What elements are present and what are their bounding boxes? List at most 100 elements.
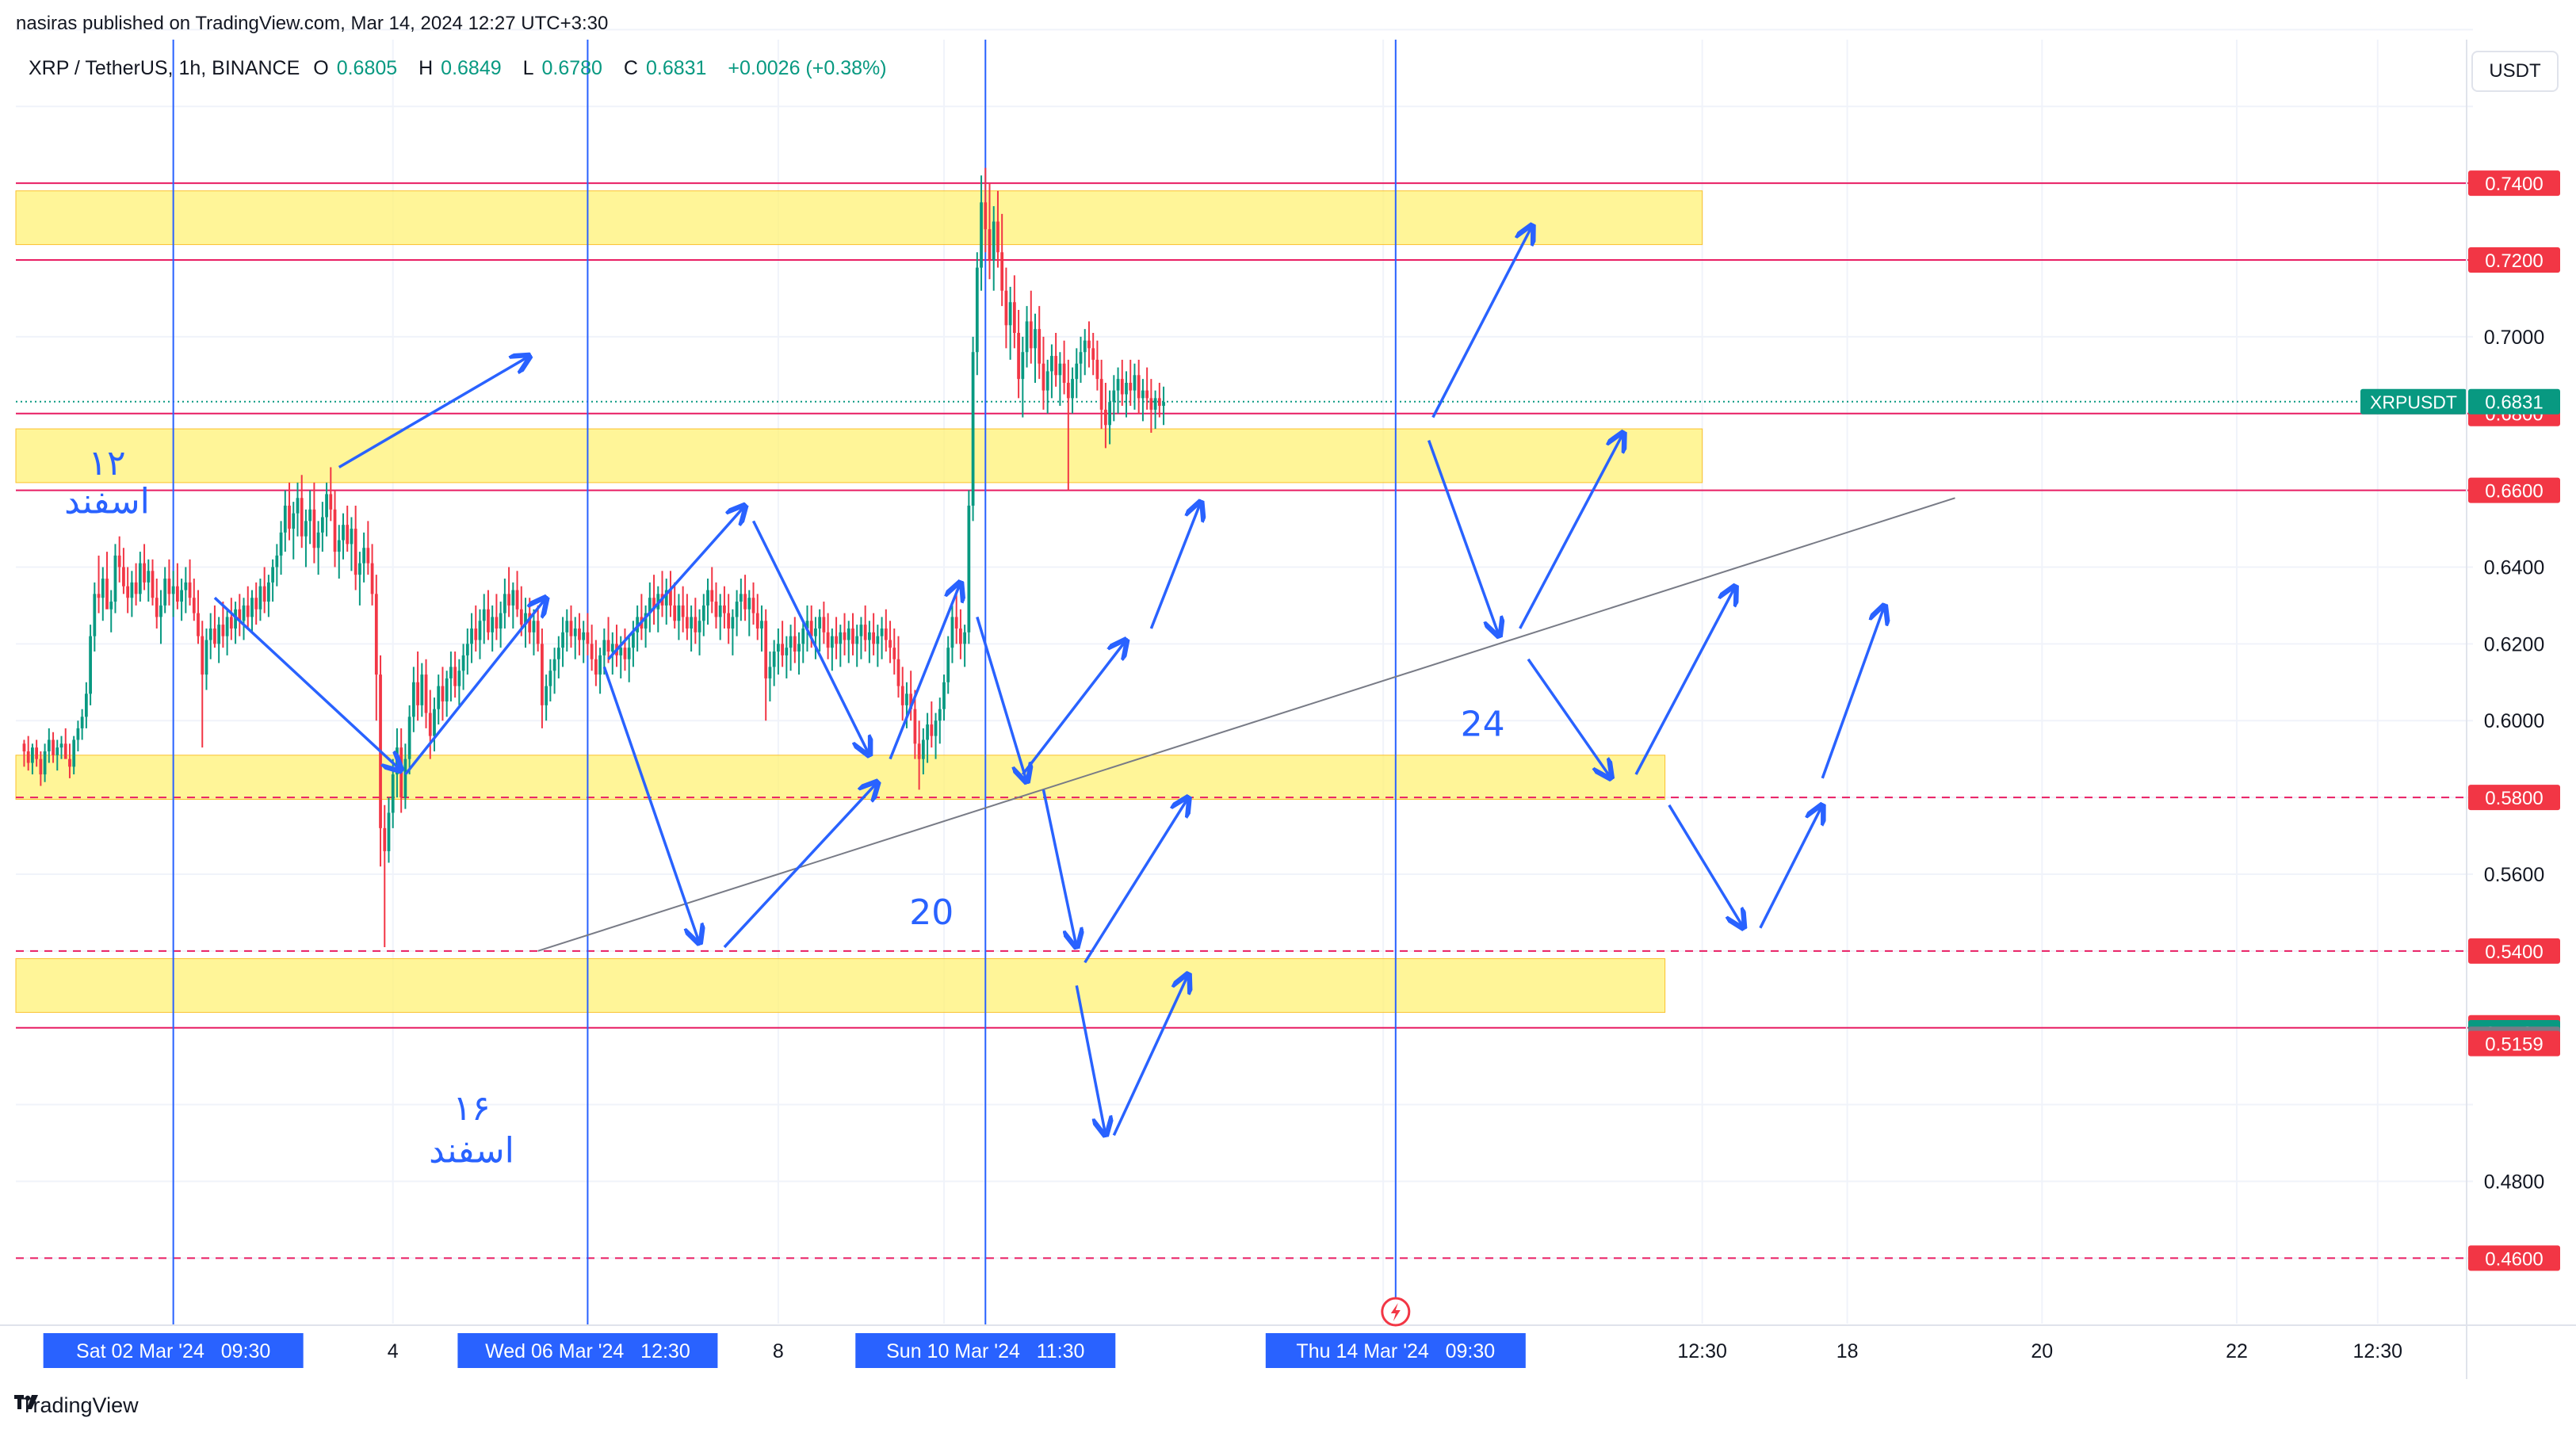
candle [917, 720, 921, 790]
candle-body [1045, 371, 1049, 391]
candle [843, 613, 847, 655]
candle [1017, 309, 1020, 399]
candle [308, 490, 312, 545]
candle-body [830, 636, 834, 648]
candle [175, 563, 179, 610]
candle [300, 475, 304, 548]
candle [101, 567, 105, 621]
candle [407, 705, 411, 775]
candle-body [942, 682, 946, 709]
candle-body [926, 724, 929, 740]
close-value: C 0.6831 [623, 57, 707, 79]
candle [714, 582, 718, 629]
candle [751, 582, 755, 625]
candle [503, 579, 506, 629]
candle-body [582, 632, 586, 640]
candle-body [184, 582, 188, 590]
candle [147, 559, 151, 602]
candle-body [1062, 363, 1066, 383]
candle-body [134, 582, 138, 594]
candle-body [992, 221, 996, 260]
candle [320, 502, 324, 552]
candle [768, 652, 772, 701]
candle [992, 206, 996, 291]
candle-body [1103, 409, 1107, 426]
candle-body [316, 532, 320, 548]
candle-body [859, 625, 863, 636]
candle-body [304, 521, 308, 537]
candle [461, 644, 465, 690]
candle-body [785, 648, 789, 655]
candle [739, 579, 743, 621]
candle-body [213, 628, 216, 644]
candle-body [342, 525, 345, 541]
candle [598, 648, 602, 694]
currency-button[interactable]: USDT [2471, 51, 2559, 92]
candle-body [1129, 382, 1133, 391]
tradingview-logo[interactable]: TradingView [14, 1393, 139, 1418]
candle [1008, 286, 1012, 360]
time-highlight-bg [855, 1333, 1116, 1368]
candle [97, 555, 101, 613]
candle [47, 728, 51, 763]
candle-body [238, 609, 242, 621]
candle-body [217, 625, 221, 644]
candle [822, 602, 826, 644]
candle [457, 659, 461, 705]
candle-body [1157, 398, 1161, 407]
candle-body [930, 724, 934, 736]
candle [89, 625, 92, 705]
candle-body [370, 563, 374, 594]
candle-body [1120, 379, 1124, 395]
candle-body [1034, 329, 1037, 349]
candle-body [673, 605, 677, 621]
candle [772, 640, 776, 686]
candle [701, 594, 705, 636]
symbol-title[interactable]: XRP / TetherUS, 1h, BINANCE [29, 57, 300, 79]
price-label-text: 0.4600 [2485, 1248, 2543, 1270]
candle-body [826, 632, 830, 648]
price-axis-tick: 0.4800 [2484, 1171, 2544, 1193]
candle-body [1153, 398, 1157, 410]
candle [669, 571, 672, 617]
candle [126, 567, 130, 613]
candle-body [52, 739, 55, 755]
candle-body [68, 759, 71, 767]
candle [561, 617, 564, 667]
candle [872, 613, 876, 655]
candle [151, 559, 155, 606]
open-value: O 0.6805 [313, 57, 398, 79]
price-label-bg [2468, 170, 2560, 197]
candle [366, 521, 370, 575]
candle [197, 590, 200, 644]
candle [1157, 382, 1161, 418]
candle-body [556, 648, 560, 659]
candle-body [43, 751, 47, 775]
candle [271, 559, 274, 602]
candle-body [495, 617, 499, 629]
candle-body [279, 532, 283, 556]
change-value: +0.0026 (+0.38%) [728, 57, 887, 79]
candle [975, 252, 979, 376]
candle-body [396, 747, 399, 775]
candle [26, 736, 30, 771]
candle-body [453, 667, 457, 686]
candle [122, 548, 125, 594]
support-resistance-zone [15, 190, 1703, 246]
price-label-text: 0.5159 [2485, 1034, 2543, 1056]
candle-body [449, 667, 453, 678]
forecast-arrow [1112, 974, 1188, 1137]
candle [55, 739, 59, 771]
candle [22, 739, 26, 767]
candle [113, 544, 117, 613]
candle-body [296, 498, 300, 514]
candle-body [1079, 352, 1083, 364]
candle-body [623, 648, 627, 659]
candle-body [950, 617, 954, 648]
candle-body [63, 743, 67, 759]
candle [495, 594, 499, 640]
candle [818, 609, 822, 652]
trendline [537, 497, 1955, 952]
